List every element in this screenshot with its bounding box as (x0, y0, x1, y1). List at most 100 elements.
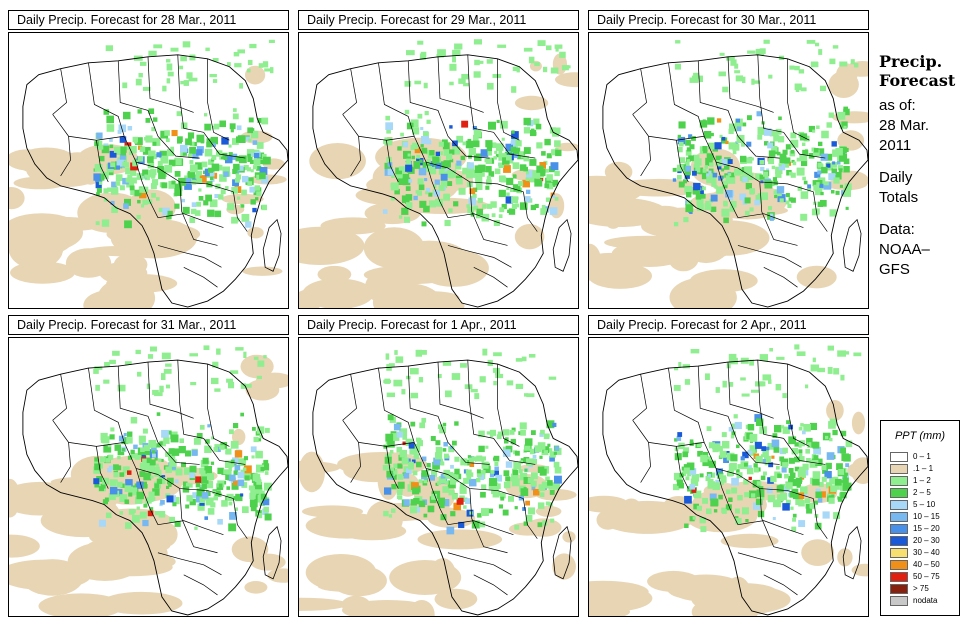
precip-cell (182, 206, 190, 214)
precip-cell (486, 203, 493, 209)
precip-cell (438, 151, 443, 156)
precip-cell (477, 197, 483, 204)
precip-cell (531, 486, 536, 491)
precip-cell (785, 193, 790, 198)
precip-cell (807, 184, 812, 189)
precip-cell (537, 442, 546, 450)
precip-cell (514, 154, 518, 159)
precip-cell (214, 194, 219, 198)
precip-cell (747, 449, 753, 455)
precip-cell (820, 200, 827, 207)
precip-cell (109, 144, 114, 149)
precip-cell (546, 174, 553, 181)
precip-cell (93, 173, 101, 181)
precip-cell (205, 194, 212, 202)
precip-cell (699, 120, 708, 128)
coastline (312, 359, 578, 616)
coastline (22, 359, 288, 616)
precip-cell (204, 466, 212, 474)
precip-cell (234, 464, 241, 471)
precip-cell (747, 467, 754, 475)
precip-cell (410, 421, 416, 427)
precip-cell (719, 134, 723, 138)
precip-cell (800, 423, 804, 427)
precip-cell (833, 368, 840, 375)
precip-cell (385, 122, 393, 130)
precip-cell (685, 149, 692, 156)
precip-cell (837, 497, 843, 502)
precip-cell (174, 203, 180, 209)
precip-cell (512, 162, 520, 169)
precip-cell (253, 165, 258, 170)
precip-cell (234, 177, 240, 183)
precip-cell (227, 62, 231, 67)
precip-cell (102, 477, 109, 485)
country-border (737, 167, 814, 193)
precip-cell (708, 442, 715, 449)
precip-cell (189, 147, 196, 154)
precip-cell (232, 138, 239, 145)
precip-cell (119, 494, 128, 502)
precip-cell (215, 446, 221, 452)
dry-region (9, 149, 50, 171)
precip-cell (243, 465, 252, 474)
precip-cell (239, 83, 243, 89)
precip-cell (402, 435, 407, 440)
precip-cell (446, 526, 455, 535)
precip-cell (759, 48, 766, 54)
precip-cell (411, 482, 419, 490)
precip-cell (549, 451, 556, 458)
precip-cell (118, 124, 127, 133)
precip-cell (139, 190, 147, 199)
precip-cell (256, 165, 262, 171)
precip-cell (462, 141, 467, 146)
precip-cell (473, 205, 479, 210)
precip-cell (203, 200, 209, 206)
precip-cell (747, 424, 755, 431)
precip-cell (261, 176, 269, 184)
precip-cell (259, 159, 265, 165)
dry-region (851, 563, 868, 577)
country-border (737, 474, 814, 499)
precip-cell (246, 167, 251, 172)
precip-cell (426, 119, 431, 124)
precip-cell (736, 444, 740, 449)
precip-cell (232, 113, 239, 120)
precip-cell (188, 153, 192, 158)
precip-cell (119, 185, 125, 191)
dry-region (317, 265, 352, 283)
precip-cell (475, 183, 483, 190)
precip-cell (522, 507, 526, 511)
precip-cell (196, 178, 203, 184)
precip-cell (147, 354, 154, 359)
precip-cell (705, 476, 711, 482)
precip-cell (765, 446, 770, 451)
precip-cell (773, 499, 781, 508)
precip-cell (262, 498, 270, 506)
precip-cell (789, 65, 795, 70)
precip-cell (707, 117, 715, 125)
precip-cell (391, 433, 400, 441)
precip-cell (444, 193, 450, 199)
precip-cell (813, 500, 818, 505)
precip-cell (166, 78, 171, 84)
precip-cell (532, 170, 541, 179)
precip-cell (747, 465, 752, 470)
precip-cell (744, 166, 753, 175)
precip-cell (438, 168, 446, 175)
precip-cell (741, 507, 749, 515)
madagascar-outline (552, 525, 572, 580)
precip-cell (466, 204, 470, 208)
legend-swatch (890, 572, 908, 582)
precip-cell (511, 196, 519, 204)
precip-cell (724, 164, 730, 170)
precip-cell (416, 437, 421, 442)
precip-cell (199, 175, 207, 183)
precip-cell (499, 207, 505, 213)
precip-cell (192, 492, 199, 499)
precip-cell (689, 516, 695, 522)
precip-cell (408, 461, 414, 467)
precip-cell (103, 188, 109, 194)
precip-cell (147, 510, 154, 517)
precip-cell (94, 482, 100, 488)
